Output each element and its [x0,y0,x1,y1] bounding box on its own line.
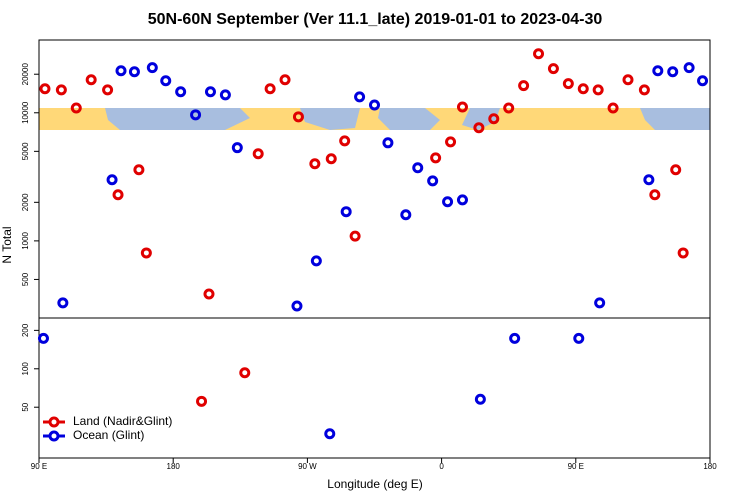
data-point [533,48,545,60]
data-point [503,102,515,114]
data-point [279,74,291,86]
data-point [219,89,231,101]
data-point [239,367,251,379]
data-point [652,65,664,77]
data-point [607,102,619,114]
data-point [577,83,589,95]
data-point [622,74,634,86]
data-point [474,393,486,405]
data-point [133,164,145,176]
data-point [196,395,208,407]
data-point [310,255,322,267]
data-point [102,84,114,96]
y-axis-label: N Total [0,226,14,263]
data-point [231,142,243,154]
y-tick-label: 200 [21,323,30,337]
x-tick-label: 0 [439,462,444,471]
data-point [128,66,140,78]
data-point [57,297,69,309]
y-tick-label: 100 [21,362,30,376]
data-point [670,164,682,176]
data-point [252,148,264,160]
data-point [594,297,606,309]
x-tick-label: 180 [703,462,717,471]
data-point [37,332,49,344]
data-point [456,101,468,113]
x-tick-label: 180 [167,462,181,471]
data-point [55,84,67,96]
data-point [106,174,118,186]
map-strip [39,108,710,130]
data-point [70,102,82,114]
data-point [562,78,574,90]
data-point [112,189,124,201]
plot-frame [38,317,711,459]
data-point [473,122,485,134]
data-point [339,135,351,147]
y-tick-label: 20000 [21,63,30,86]
data-point [427,175,439,187]
data-point [340,206,352,218]
plot-frame [38,39,711,319]
data-point [649,189,661,201]
data-point [349,230,361,242]
data-point [140,247,152,259]
y-tick-label: 50 [21,402,30,411]
data-point [190,109,202,121]
data-point [667,66,679,78]
data-point [204,86,216,98]
x-tick-label: 90 E [31,462,47,471]
data-point [85,74,97,86]
data-point [697,75,709,87]
x-tick-label: 90 W [298,462,317,471]
data-point [677,247,689,259]
data-point [382,137,394,149]
data-point [488,113,500,125]
y-tick-label: 2000 [21,193,30,211]
y-tick-label: 500 [21,272,30,286]
data-point [430,152,442,164]
data-point [175,86,187,98]
data-point [146,62,158,74]
data-point [456,194,468,206]
data-point [412,162,424,174]
y-tick-label: 5000 [21,142,30,160]
legend-marker [48,416,60,428]
data-point [445,136,457,148]
data-point [442,196,454,208]
data-point [309,158,321,170]
chart-title: 50N-60N September (Ver 11.1_late) 2019-0… [148,11,603,28]
data-point [324,428,336,440]
data-point [547,63,559,75]
data-point [509,332,521,344]
data-point [369,99,380,111]
data-point [264,83,276,95]
data-point [115,65,127,77]
data-point [400,209,412,221]
data-point [638,84,650,96]
x-axis-label: Longitude (deg E) [327,477,422,491]
y-tick-label: 1000 [21,231,30,249]
data-point [518,80,530,92]
data-point [292,111,304,123]
data-point [643,174,655,186]
data-point [683,62,695,74]
data-point [203,288,215,300]
y-tick-label: 10000 [21,101,30,124]
data-point [325,153,337,165]
data-point [160,75,172,87]
data-point [573,332,585,344]
legend-label: Land (Nadir&Glint) [73,414,172,428]
x-tick-label: 90 E [568,462,584,471]
data-point [592,84,604,96]
data-point [291,300,303,312]
legend-marker [48,430,60,442]
legend-label: Ocean (Glint) [73,428,144,442]
data-point [354,91,366,103]
data-point [39,83,51,95]
